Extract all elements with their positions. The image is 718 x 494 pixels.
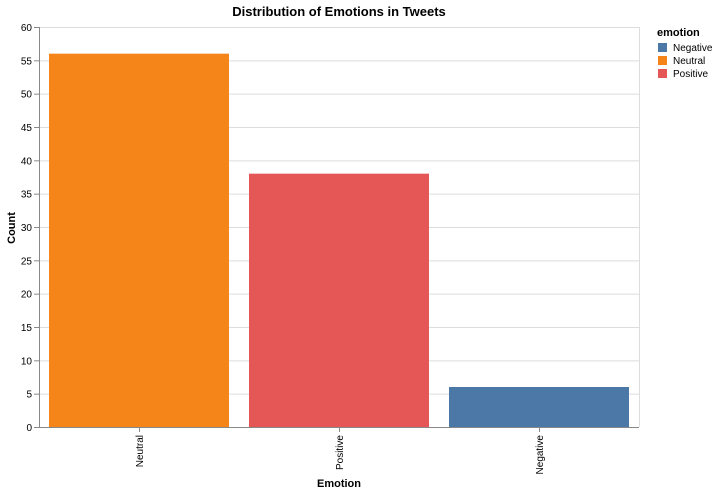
y-tick-label: 25 (21, 256, 33, 267)
legend-swatch-negative (658, 43, 667, 52)
y-tick-label: 15 (21, 323, 33, 334)
y-tick-label: 45 (21, 123, 33, 134)
bar-negative (449, 387, 629, 427)
x-tick-label: Positive (335, 435, 346, 470)
y-tick-label: 40 (21, 156, 33, 167)
legend-title: emotion (657, 27, 700, 39)
x-axis: Neutral Positive Negative (39, 427, 639, 474)
y-axis-title: Count (6, 212, 18, 244)
y-tick-label: 5 (26, 390, 32, 401)
x-tick-label: Negative (535, 435, 546, 475)
bar-positive (249, 173, 429, 427)
y-tick-label: 60 (21, 23, 33, 34)
y-tick-label: 0 (26, 423, 32, 434)
y-tick-label: 35 (21, 190, 33, 201)
legend-label-neutral: Neutral (673, 56, 705, 67)
legend-swatch-positive (658, 69, 667, 78)
legend-label-negative: Negative (673, 43, 713, 54)
y-tick-label: 20 (21, 290, 33, 301)
legend: emotion Negative Neutral Positive (657, 27, 713, 80)
chart-title: Distribution of Emotions in Tweets (232, 4, 446, 19)
bars (49, 53, 629, 428)
legend-label-positive: Positive (673, 69, 708, 80)
legend-swatch-neutral (658, 56, 667, 65)
y-axis: 0 5 10 15 20 25 30 35 40 45 50 55 60 (21, 23, 40, 434)
y-tick-label: 55 (21, 56, 33, 67)
y-tick-label: 10 (21, 356, 33, 367)
y-tick-label: 30 (21, 223, 33, 234)
y-tick-label: 50 (21, 90, 33, 101)
x-tick-label: Neutral (135, 435, 146, 467)
x-axis-title: Emotion (317, 478, 361, 490)
bar-neutral (49, 53, 229, 428)
